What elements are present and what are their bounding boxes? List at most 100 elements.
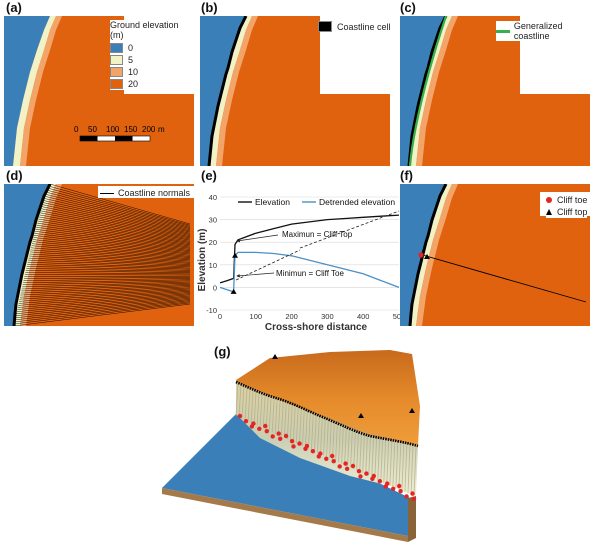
legend-label: Coastline cell [337,21,391,32]
scale-tick: 200 [142,125,156,134]
cliff-toe-marker [304,443,310,449]
x-tick-label: 500 [393,312,406,321]
cliff-toe-marker [344,466,350,471]
profile-line [418,253,587,303]
cliff-ridge [362,429,366,473]
normal-line [36,224,191,248]
annotation-max: Maximun = Cliff Top [282,230,353,239]
map-panel-c [400,16,590,166]
normal-line [33,235,191,254]
cliff-ridge [247,387,251,422]
cliff-top-marker [358,413,364,418]
cliff-toe-marker [385,481,390,486]
normal-line [35,231,191,251]
legend-item: 20 [110,78,192,90]
cliff-toe-marker [397,483,402,489]
cliff-ridge [280,400,284,437]
normal-line [31,245,191,260]
cliff-ridge [407,443,411,494]
panel-label-f: (f) [400,168,413,183]
normal-line [19,287,191,298]
cliff-top-line [235,380,419,448]
normal-line [31,243,191,258]
legend-elevation-title: Ground elevation (m) [110,20,179,40]
panel-label-c: (c) [400,0,416,15]
normal-line [45,194,191,231]
cliff-toe-marker [289,439,295,444]
normal-line [17,293,191,308]
normal-line [37,222,191,247]
x-tick-label: 300 [321,312,334,321]
normal-line [16,297,191,316]
y-tick-label: 10 [209,261,217,270]
map-panel-d [4,184,194,326]
legend-cliff: Cliff toe Cliff top [546,194,588,218]
panel-label-b: (b) [201,0,218,15]
map-panel-a [4,16,194,166]
legend-elevation: Elevation [255,197,290,207]
map-panel-b [200,16,390,166]
normal-line [47,187,191,227]
land-surface [236,350,420,446]
x-tick-label: 100 [250,312,263,321]
normal-line [41,206,191,238]
cliff-toe-marker [291,444,296,449]
cliff-toe-marker [391,486,396,491]
normal-line [26,266,191,271]
y-axis-label: Elevation (m) [197,229,208,292]
legend-item: 0 [110,42,192,54]
normal-line [43,200,191,234]
normal-line [19,289,191,302]
normal-line [20,285,191,294]
cliff-ridge [298,407,302,445]
panel-label-d: (d) [6,168,23,183]
cliff-ridge [389,438,393,486]
cliff-ridge [404,443,408,492]
legend-label: Coastline normals [118,188,191,198]
cliff-toe-marker [297,441,302,446]
cliff-ridge [365,430,369,475]
legend-item: Cliff toe [546,194,587,206]
cliff-ridge [304,409,308,448]
cliff-ridge [350,425,354,468]
cliff-ridge [413,445,417,497]
cliff-ridge [317,413,320,453]
normal-line [27,264,191,270]
normal-line [44,198,191,233]
normal-line [29,255,191,265]
legend-item: 10 [110,66,192,78]
legend-generalized-coastline: Generalized coastline [496,21,600,41]
normal-line [21,284,191,292]
cliff-ridge [401,442,405,491]
legend-swatch [110,43,123,53]
cliff-toe-marker [264,429,269,434]
cliff-ridge [268,396,272,431]
cliff-ridge [356,427,360,471]
cliff-ridge [329,417,332,459]
cliff-ridge [320,414,323,455]
normal-line [32,241,191,257]
cliff-toe-marker [350,463,356,469]
x-tick-label: 400 [357,312,370,321]
cliff-ridge [283,401,287,438]
normal-line [15,300,191,321]
cliff-toe-markers [237,413,417,501]
normal-line [16,295,191,312]
normal-line [25,270,191,273]
base-side [408,496,416,542]
cliff-ridge [368,431,372,476]
cliff-ridge [310,411,314,450]
cliff-ridge [377,434,381,480]
cliff-toe-marker [270,434,275,439]
cliff-toe-marker [371,473,376,479]
scale-tick: 0 [74,125,79,134]
legend-swatch [110,67,123,77]
normal-line [42,204,191,236]
cliff-toe-marker [356,469,362,474]
scale-tick: 50 [88,125,97,134]
normal-line [16,296,191,314]
cliff-top-marker [409,408,415,413]
annotation-arrow-max [236,234,279,243]
normal-line [39,212,191,241]
